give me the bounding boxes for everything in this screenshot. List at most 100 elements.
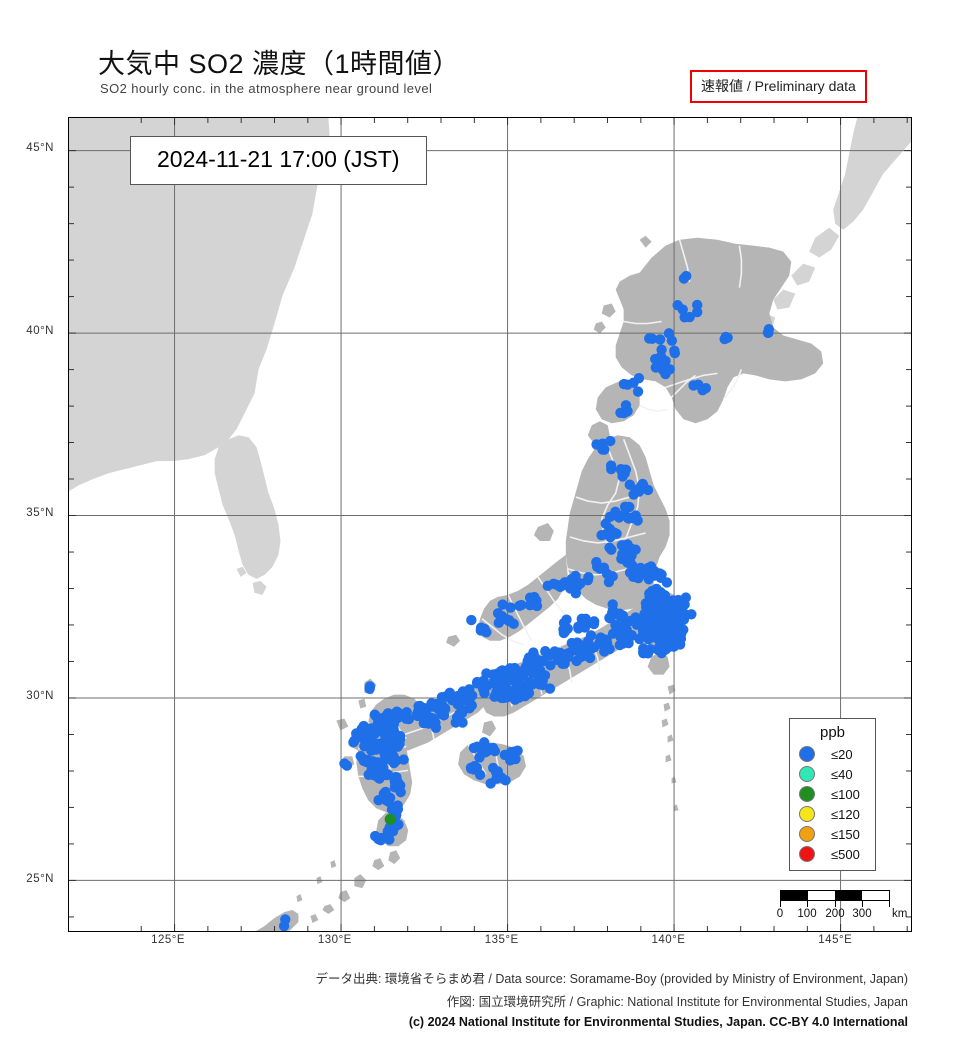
- station-marker[interactable]: [513, 677, 525, 688]
- station-marker[interactable]: [604, 511, 616, 523]
- station-marker[interactable]: [606, 463, 617, 475]
- station-marker[interactable]: [618, 548, 629, 560]
- station-marker[interactable]: [621, 624, 632, 636]
- station-marker[interactable]: [619, 468, 630, 479]
- station-marker[interactable]: [669, 345, 680, 357]
- station-marker[interactable]: [631, 619, 643, 630]
- station-marker[interactable]: [628, 489, 639, 500]
- station-marker[interactable]: [660, 368, 671, 380]
- station-marker[interactable]: [457, 717, 468, 728]
- station-marker[interactable]: [491, 773, 502, 784]
- station-marker[interactable]: [679, 599, 690, 610]
- station-marker[interactable]: [763, 327, 774, 339]
- station-marker[interactable]: [363, 769, 374, 780]
- station-marker[interactable]: [619, 501, 631, 513]
- station-marker[interactable]: [697, 385, 708, 396]
- station-marker[interactable]: [505, 755, 516, 766]
- station-marker[interactable]: [498, 692, 510, 704]
- station-marker[interactable]: [597, 634, 608, 645]
- map-plot-area[interactable]: [68, 117, 912, 932]
- legend-item[interactable]: ≤150: [796, 824, 869, 844]
- station-marker[interactable]: [531, 600, 543, 612]
- station-marker[interactable]: [630, 544, 641, 555]
- station-marker[interactable]: [599, 444, 610, 455]
- station-marker[interactable]: [439, 704, 451, 715]
- station-marker[interactable]: [359, 741, 370, 752]
- station-marker[interactable]: [398, 754, 409, 765]
- station-marker[interactable]: [388, 802, 399, 813]
- station-marker[interactable]: [537, 655, 549, 667]
- station-marker[interactable]: [496, 668, 507, 680]
- station-marker[interactable]: [551, 579, 562, 590]
- station-marker[interactable]: [681, 270, 692, 282]
- station-marker[interactable]: [462, 691, 474, 703]
- station-marker[interactable]: [638, 647, 649, 659]
- station-marker[interactable]: [692, 299, 703, 311]
- station-marker[interactable]: [539, 670, 551, 681]
- station-marker[interactable]: [516, 599, 527, 611]
- station-marker[interactable]: [637, 483, 648, 494]
- station-marker[interactable]: [478, 684, 490, 695]
- station-marker[interactable]: [617, 638, 629, 649]
- station-marker[interactable]: [558, 617, 570, 629]
- station-marker[interactable]: [575, 578, 586, 589]
- station-marker[interactable]: [663, 328, 675, 339]
- station-marker[interactable]: [620, 400, 632, 411]
- station-marker[interactable]: [672, 300, 683, 311]
- station-marker[interactable]: [650, 594, 661, 605]
- station-marker[interactable]: [415, 708, 426, 719]
- station-marker[interactable]: [605, 531, 616, 543]
- station-marker[interactable]: [393, 778, 404, 789]
- station-marker[interactable]: [466, 700, 477, 711]
- station-marker[interactable]: [634, 633, 645, 645]
- station-marker[interactable]: [472, 741, 483, 752]
- station-marker[interactable]: [505, 602, 516, 613]
- station-marker[interactable]: [559, 577, 571, 588]
- station-marker[interactable]: [489, 691, 500, 702]
- station-marker[interactable]: [584, 652, 596, 664]
- station-marker[interactable]: [596, 529, 607, 541]
- station-marker[interactable]: [604, 542, 615, 553]
- station-marker[interactable]: [361, 723, 372, 734]
- station-marker[interactable]: [651, 583, 662, 595]
- station-marker[interactable]: [594, 563, 606, 574]
- station-marker[interactable]: [654, 334, 666, 345]
- station-marker[interactable]: [422, 716, 434, 728]
- station-marker[interactable]: [373, 795, 384, 806]
- station-marker[interactable]: [509, 662, 520, 674]
- legend-item[interactable]: ≤120: [796, 804, 869, 824]
- station-marker[interactable]: [537, 679, 548, 691]
- station-marker[interactable]: [523, 676, 534, 688]
- station-marker[interactable]: [583, 643, 594, 655]
- station-marker[interactable]: [602, 642, 613, 653]
- station-marker[interactable]: [558, 654, 569, 666]
- station-marker[interactable]: [395, 786, 406, 798]
- station-marker[interactable]: [610, 619, 621, 631]
- station-marker[interactable]: [622, 539, 633, 550]
- station-marker[interactable]: [585, 630, 597, 641]
- station-marker[interactable]: [540, 646, 551, 657]
- station-marker[interactable]: [580, 613, 591, 625]
- station-marker[interactable]: [622, 379, 633, 390]
- station-marker[interactable]: [720, 331, 732, 343]
- station-marker[interactable]: [607, 571, 618, 582]
- station-marker[interactable]: [643, 607, 655, 619]
- station-marker[interactable]: [583, 571, 594, 583]
- legend-item[interactable]: ≤100: [796, 784, 869, 804]
- station-marker[interactable]: [575, 651, 587, 663]
- station-marker[interactable]: [474, 752, 485, 763]
- station-marker[interactable]: [657, 356, 668, 367]
- station-marker[interactable]: [619, 509, 630, 520]
- station-marker[interactable]: [615, 611, 626, 622]
- station-marker[interactable]: [278, 920, 290, 931]
- station-marker[interactable]: [361, 757, 373, 768]
- station-marker[interactable]: [464, 684, 475, 695]
- station-marker[interactable]: [519, 666, 531, 677]
- legend-item[interactable]: ≤40: [796, 764, 869, 784]
- station-marker[interactable]: [364, 681, 376, 692]
- station-marker[interactable]: [400, 713, 412, 724]
- station-marker[interactable]: [688, 380, 699, 391]
- station-marker[interactable]: [679, 312, 690, 323]
- station-marker[interactable]: [573, 621, 584, 632]
- station-marker[interactable]: [669, 595, 680, 606]
